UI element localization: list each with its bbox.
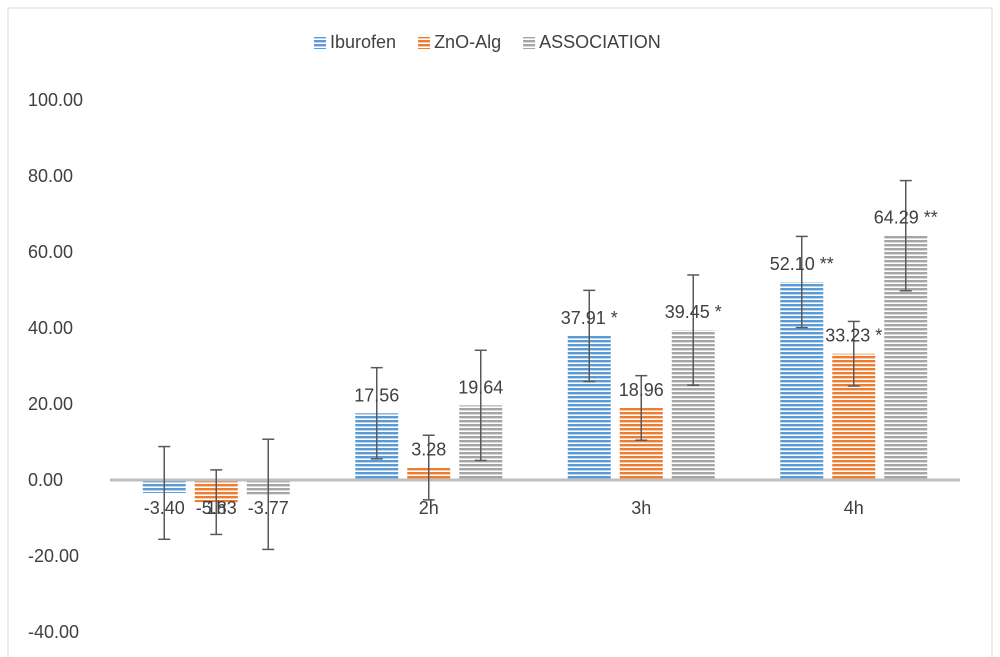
legend-item: ASSOCIATION <box>523 32 661 52</box>
data-label: -5.83 <box>196 498 237 518</box>
x-tick-label: 4h <box>844 498 864 518</box>
x-tick-label: 2h <box>419 498 439 518</box>
legend-label: Iburofen <box>330 32 396 52</box>
legend-swatch <box>418 37 431 49</box>
error-bar <box>158 445 171 541</box>
data-label: 52.10 ** <box>770 254 834 274</box>
data-label: 39.45 * <box>665 302 722 322</box>
y-tick-label: 20.00 <box>28 394 73 414</box>
data-label: 17.56 <box>354 385 399 405</box>
y-tick-label: 80.00 <box>28 166 73 186</box>
data-label: 33.23 * <box>825 326 882 346</box>
data-label: 37.91 * <box>561 308 618 328</box>
error-bar <box>899 179 912 292</box>
y-axis: 100.00 80.00 60.00 40.00 20.00 0.00 -20.00 -40.… <box>28 90 83 642</box>
error-bar <box>210 469 223 536</box>
y-tick-label: -20.00 <box>28 546 79 566</box>
data-label: 3.28 <box>411 440 446 460</box>
legend-swatch <box>523 37 536 49</box>
data-label: -3.40 <box>144 498 185 518</box>
data-label: -3.77 <box>248 498 289 518</box>
error-bar <box>687 274 700 386</box>
error-bar <box>795 235 808 329</box>
x-axis: 1h 2h 3h 4h <box>206 498 864 518</box>
error-bar <box>422 434 435 501</box>
y-tick-label: 0.00 <box>28 470 63 490</box>
legend-item: Iburofen <box>314 32 396 52</box>
data-label: 18.96 <box>619 380 664 400</box>
error-bar <box>635 374 648 442</box>
y-tick-label: 60.00 <box>28 242 73 262</box>
legend-item: ZnO-Alg <box>418 32 501 52</box>
data-labels: -3.40 -5.83 -3.77 17.56 3.28 19.64 37.91 * 18.9… <box>144 208 938 518</box>
data-label: 64.29 ** <box>874 208 938 228</box>
legend-swatch <box>314 37 326 49</box>
error-bar <box>847 320 860 387</box>
x-tick-label: 3h <box>631 498 651 518</box>
error-bar <box>370 366 383 460</box>
error-bar <box>583 289 596 383</box>
legend-label: ASSOCIATION <box>539 32 661 52</box>
legend-label: ZnO-Alg <box>434 32 501 52</box>
y-tick-label: 40.00 <box>28 318 73 338</box>
error-bar <box>262 438 275 551</box>
data-label: 19.64 <box>458 377 503 397</box>
legend: Iburofen ZnO-Alg ASSOCIATION <box>314 32 661 52</box>
x-tick-label: 1h <box>206 498 226 518</box>
y-tick-label: 100.00 <box>28 90 83 110</box>
error-bar <box>474 349 487 462</box>
error-bars <box>158 179 912 551</box>
chart-frame <box>7 7 993 657</box>
y-tick-label: -40.00 <box>28 622 79 642</box>
